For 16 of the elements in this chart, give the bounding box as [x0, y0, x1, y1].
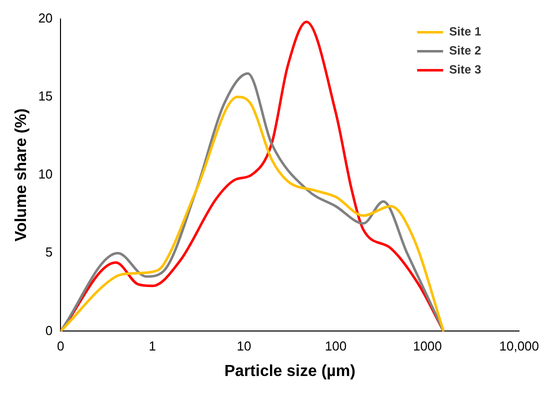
x-tick-label: 0 [57, 338, 64, 354]
x-tick-label: 10,000 [499, 338, 539, 354]
legend-label: Site 3 [449, 62, 482, 77]
x-tick-label: 100 [324, 338, 347, 354]
legend-label: Site 2 [449, 44, 482, 58]
x-axis-title: Particle size (µm) [224, 362, 356, 380]
x-tick-label: 1000 [412, 338, 442, 354]
y-tick-label: 10 [38, 166, 53, 182]
y-tick-label: 5 [45, 244, 53, 260]
y-tick-label: 0 [45, 322, 53, 338]
y-tick-label: 20 [38, 10, 53, 26]
legend-label: Site 1 [449, 24, 482, 39]
x-tick-label: 1 [148, 338, 156, 354]
x-tick-label: 10 [236, 338, 252, 354]
y-tick-label: 15 [38, 88, 53, 104]
y-axis-title: Volume share (%) [13, 108, 30, 242]
